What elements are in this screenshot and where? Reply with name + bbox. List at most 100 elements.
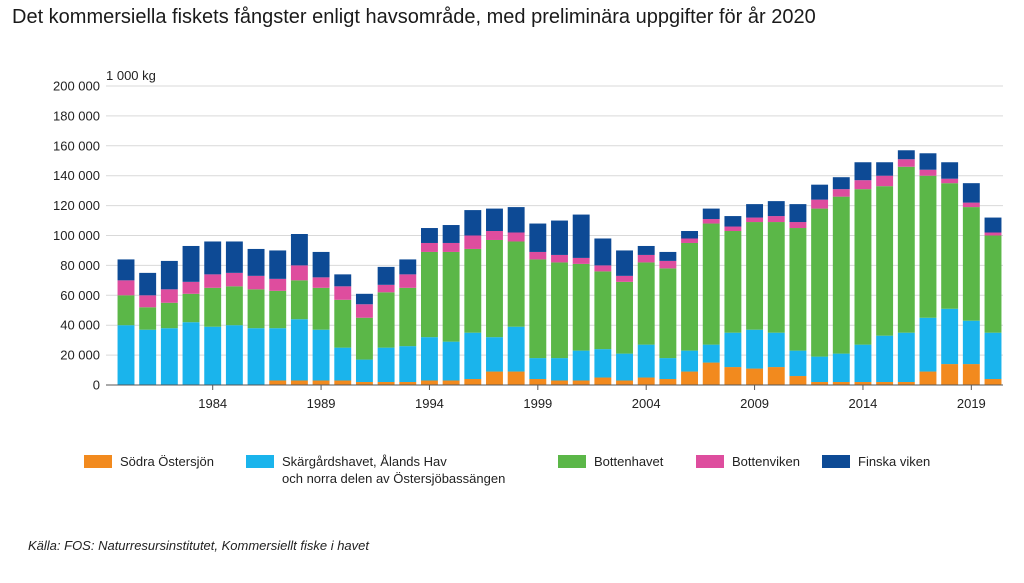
y-tick-label: 20 000 [60,348,100,363]
bar-segment [529,251,547,260]
legend-item: Finska viken [822,453,930,470]
bar-segment [572,257,590,264]
y-tick-label: 0 [93,378,100,393]
bar-segment [160,260,178,290]
bar-segment [637,254,655,263]
bar-segment [659,379,677,385]
bar-segment [962,364,980,385]
bar-segment [984,235,1002,333]
bar-segment [486,239,503,338]
bar-segment [789,376,807,385]
bar-segment [442,380,460,385]
bar-segment [702,219,720,224]
bar-segment [442,242,460,252]
bar-segment [421,380,438,385]
bar-segment [551,220,568,255]
bar-segment [377,382,395,385]
legend-swatch [84,455,112,468]
x-tick-label: 2019 [957,396,986,411]
bar-segment [507,232,525,242]
bar-segment [551,262,568,359]
bar-segment [247,248,265,276]
bar-segment [486,337,503,372]
bar-segment [594,238,612,266]
bar-segment [355,293,373,305]
bar-segment [767,216,785,223]
bar-segment [117,325,135,385]
bar-segment [746,222,764,330]
bar-segment [334,286,352,300]
bar-segment [160,302,178,329]
bar-segment [811,184,829,200]
bar-segment [160,328,178,385]
bar-segment [702,223,720,345]
bar-segment [811,356,829,383]
bar-segment [832,382,850,385]
bar-segment [941,308,959,365]
bar-segment [659,268,677,359]
bar-segment [594,271,612,350]
bar-segment [594,377,612,385]
bar-segment [529,379,547,385]
bar-segment [204,326,222,385]
y-tick-label: 180 000 [53,108,100,123]
bar-segment [789,350,807,377]
bar-segment [269,328,287,381]
bar-segment [182,281,200,294]
legend-label: Skärgårdshavet, Ålands Hav och norra del… [282,454,506,486]
y-tick-label: 40 000 [60,318,100,333]
bar-segment [486,231,503,240]
bar-segment [355,304,373,318]
bar-segment [204,274,222,288]
bar-segment [290,280,308,320]
bar-segment [811,382,829,385]
bar-segment [399,259,417,275]
bar-segment [789,222,807,229]
bar-segment [702,344,720,363]
bar-segment [507,371,525,385]
bar-segment [941,364,959,385]
bar-segment [117,259,135,281]
bar-segment [247,289,265,329]
bar-segment [355,359,373,383]
bar-segment [854,162,872,181]
legend-swatch [558,455,586,468]
bar-segment [724,332,742,368]
bar-segment [290,319,308,381]
bar-segment [832,189,850,197]
bar-segment [182,322,200,385]
bar-segment [876,382,894,385]
bar-segment [290,234,308,266]
bar-segment [204,241,222,275]
bar-segment [572,350,590,381]
legend-swatch [696,455,724,468]
bar-segment [941,183,959,309]
bar-segment [724,367,742,385]
bar-segment [139,307,157,330]
bar-segment [572,214,590,258]
chart-title: Det kommersiella fiskets fångster enligt… [12,6,816,28]
legend-item: Södra Östersjön [84,453,214,470]
x-tick-label: 2009 [740,396,769,411]
bar-segment [724,231,742,333]
axes: 0 20 000 40 000 60 000 80 000 100 000 120 000 1… [53,79,1003,411]
bar-segment [290,380,308,385]
bar-segment [399,346,417,383]
bar-segment [421,337,438,381]
bar-segment [269,380,287,385]
legend-item: Bottenviken [696,453,800,470]
legend-item: Bottenhavet [558,453,663,470]
bar-segment [486,208,503,232]
bar-segment [811,208,829,357]
bar-segment [941,162,959,179]
bar-segment [442,341,460,381]
bar-segment [355,382,373,385]
bar-segment [919,153,937,170]
y-tick-label: 60 000 [60,288,100,303]
bar-segment [767,332,785,368]
bar-segment [312,251,330,278]
bar-segment [464,332,482,380]
bar-segment [464,235,482,249]
bar-segment [746,329,764,369]
bar-segment [724,226,742,232]
